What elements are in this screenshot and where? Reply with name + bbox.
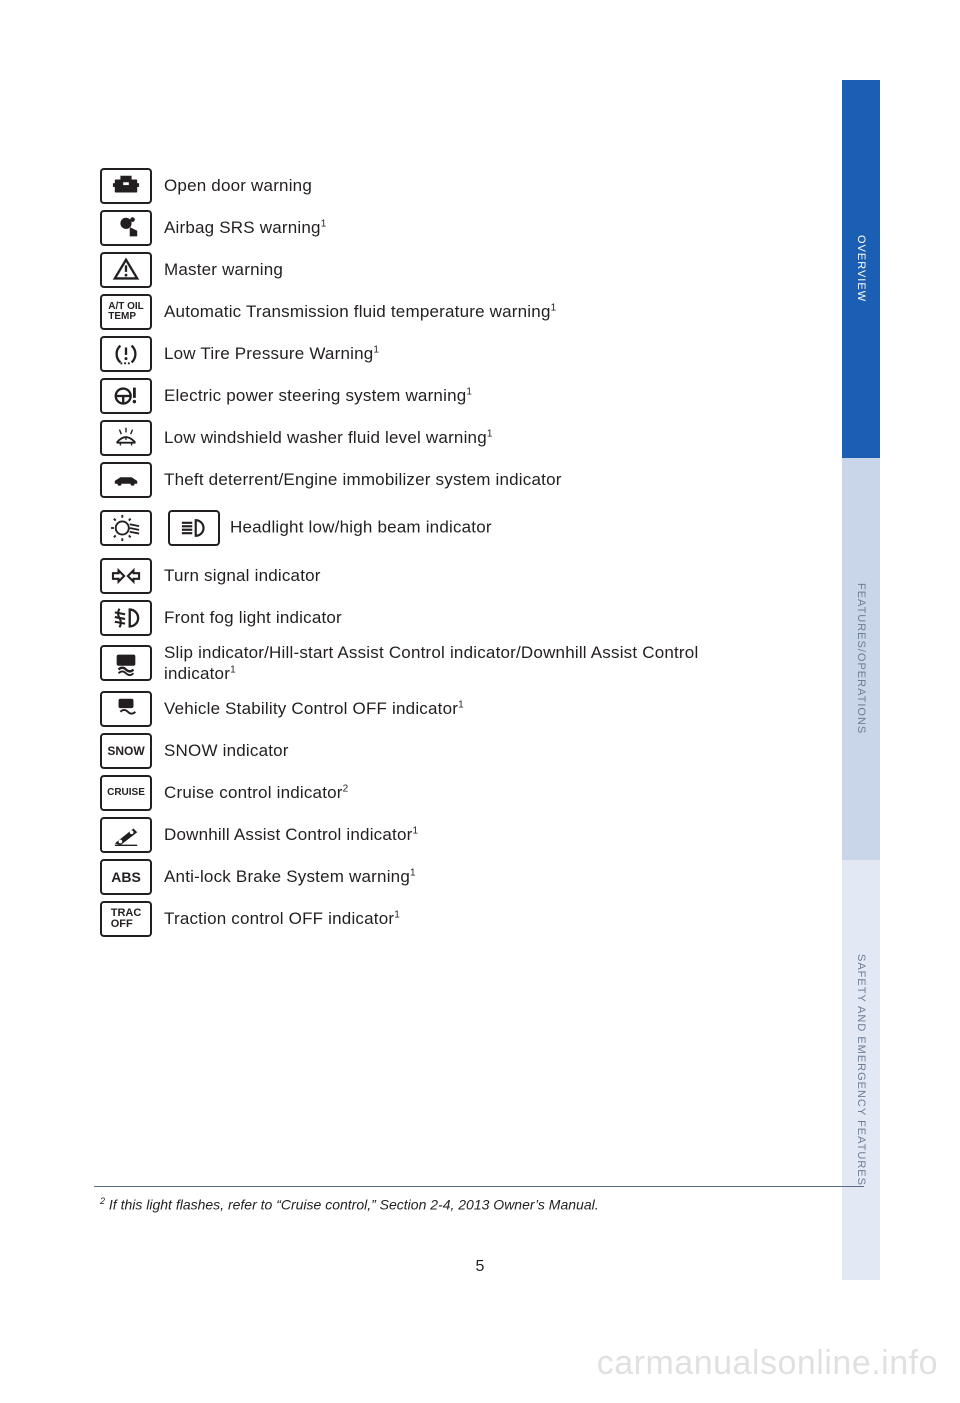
section-tab[interactable]: OVERVIEW xyxy=(842,80,880,458)
indicator-row: TRACOFF Traction control OFF indicator1 xyxy=(100,901,760,937)
fog-icon xyxy=(100,600,152,636)
indicator-sup: 1 xyxy=(487,428,493,439)
washer-icon xyxy=(100,420,152,456)
vscoff-icon xyxy=(100,691,152,727)
watermark: carmanualsonline.info xyxy=(597,1344,938,1383)
indicator-label: Low Tire Pressure Warning1 xyxy=(164,344,379,364)
indicator-label: Slip indicator/Hill-start Assist Control… xyxy=(164,642,760,685)
lowbeam-icon xyxy=(100,510,152,546)
indicator-row: SNOW SNOW indicator xyxy=(100,733,760,769)
indicator-label: Downhill Assist Control indicator1 xyxy=(164,825,418,845)
indicator-label: Open door warning xyxy=(164,176,312,196)
indicator-label: Traction control OFF indicator1 xyxy=(164,909,400,929)
abs-icon: ABS xyxy=(100,859,152,895)
indicator-label: Electric power steering system warning1 xyxy=(164,386,472,406)
indicator-label: Theft deterrent/Engine immobilizer syste… xyxy=(164,470,562,490)
indicator-label: Automatic Transmission fluid temperature… xyxy=(164,302,556,322)
section-tab[interactable]: SAFETY AND EMERGENCY FEATURES xyxy=(842,860,880,1280)
slip-icon xyxy=(100,645,152,681)
indicator-label: Headlight low/high beam indicator xyxy=(164,510,492,546)
indicator-row: A/T OILTEMP Automatic Transmission fluid … xyxy=(100,294,760,330)
indicator-label: Cruise control indicator2 xyxy=(164,783,348,803)
atoil-icon: A/T OILTEMP xyxy=(100,294,152,330)
indicator-row: Vehicle Stability Control OFF indicator1 xyxy=(100,691,760,727)
indicator-label: Turn signal indicator xyxy=(164,566,321,586)
section-tab-label: SAFETY AND EMERGENCY FEATURES xyxy=(855,954,867,1186)
indicator-row: Low Tire Pressure Warning1 xyxy=(100,336,760,372)
indicator-label: Anti-lock Brake System warning1 xyxy=(164,867,416,887)
indicator-label: SNOW indicator xyxy=(164,741,289,761)
cruise-icon: CRUISE xyxy=(100,775,152,811)
indicator-row: Headlight low/high beam indicator xyxy=(100,504,760,552)
tire-icon xyxy=(100,336,152,372)
footnote-text: If this light flashes, refer to “Cruise … xyxy=(105,1197,599,1213)
indicator-row: Electric power steering system warning1 xyxy=(100,378,760,414)
indicator-sup: 1 xyxy=(410,867,416,878)
indicator-row: Slip indicator/Hill-start Assist Control… xyxy=(100,642,760,685)
tracoff-icon: TRACOFF xyxy=(100,901,152,937)
indicator-sup: 1 xyxy=(458,699,464,710)
indicator-sup: 1 xyxy=(466,386,472,397)
highbeam-icon xyxy=(168,510,220,546)
section-tab-label: FEATURES/OPERATIONS xyxy=(855,583,867,734)
indicator-sup: 1 xyxy=(230,665,236,676)
indicator-sup: 2 xyxy=(343,783,349,794)
indicator-row: Downhill Assist Control indicator1 xyxy=(100,817,760,853)
indicator-label: Airbag SRS warning1 xyxy=(164,218,326,238)
section-tab[interactable]: FEATURES/OPERATIONS xyxy=(842,458,880,860)
indicator-row: Turn signal indicator xyxy=(100,558,760,594)
indicator-list: Open door warning Airbag SRS warning1 Mast… xyxy=(100,168,760,943)
snow-icon: SNOW xyxy=(100,733,152,769)
indicator-label: Vehicle Stability Control OFF indicator1 xyxy=(164,699,464,719)
indicator-row: Open door warning xyxy=(100,168,760,204)
indicator-row: Master warning xyxy=(100,252,760,288)
section-tab-label: OVERVIEW xyxy=(855,235,867,302)
turn-icon xyxy=(100,558,152,594)
indicator-sup: 1 xyxy=(321,218,327,229)
indicator-label: Front fog light indicator xyxy=(164,608,342,628)
indicator-label: Low windshield washer fluid level warnin… xyxy=(164,428,493,448)
theft-icon xyxy=(100,462,152,498)
section-tabs: OVERVIEW FEATURES/OPERATIONS SAFETY AND EM… xyxy=(842,80,880,1280)
indicator-row: Front fog light indicator xyxy=(100,600,760,636)
indicator-row: Theft deterrent/Engine immobilizer syste… xyxy=(100,462,760,498)
master-icon xyxy=(100,252,152,288)
footnote-divider xyxy=(94,1186,864,1187)
door-icon xyxy=(100,168,152,204)
indicator-sup: 1 xyxy=(412,825,418,836)
page-number: 5 xyxy=(0,1258,960,1276)
indicator-label: Master warning xyxy=(164,260,283,280)
indicator-row: Low windshield washer fluid level warnin… xyxy=(100,420,760,456)
indicator-row: CRUISE Cruise control indicator2 xyxy=(100,775,760,811)
indicator-row: ABS Anti-lock Brake System warning1 xyxy=(100,859,760,895)
indicator-sup: 1 xyxy=(394,909,400,920)
indicator-sup: 1 xyxy=(551,302,557,313)
indicator-row: Airbag SRS warning1 xyxy=(100,210,760,246)
dac-icon xyxy=(100,817,152,853)
eps-icon xyxy=(100,378,152,414)
footnote: 2 If this light flashes, refer to “Cruis… xyxy=(100,1196,599,1213)
indicator-sup: 1 xyxy=(373,344,379,355)
airbag-icon xyxy=(100,210,152,246)
